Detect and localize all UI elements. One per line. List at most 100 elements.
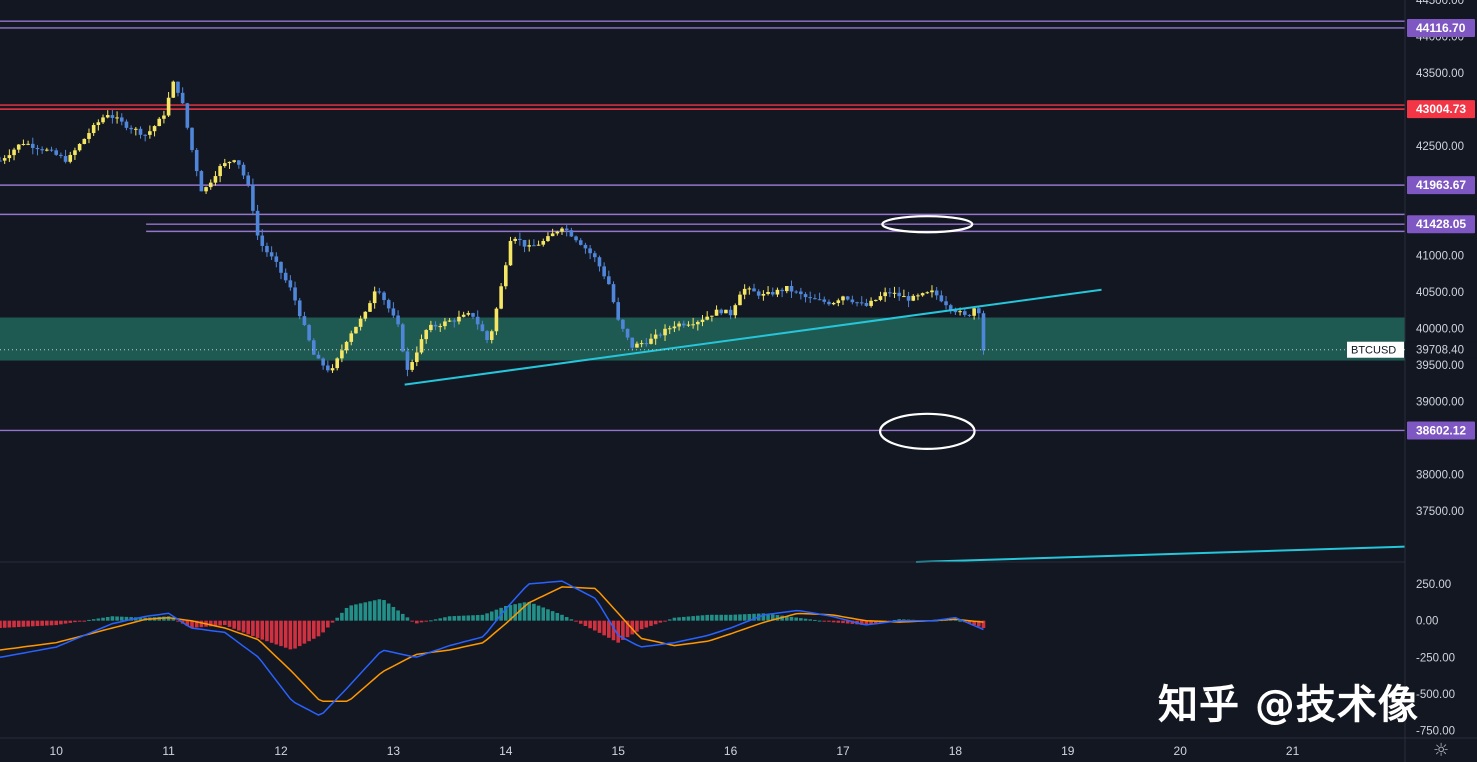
macd-histogram-bar [518, 603, 522, 621]
macd-histogram-bar [349, 605, 354, 621]
ellipse-1[interactable] [878, 412, 976, 450]
candle-body [621, 319, 625, 329]
price-tick: 38000.00 [1416, 469, 1464, 481]
candle-body [738, 294, 742, 306]
candle-body [204, 187, 208, 192]
macd-histogram-bar [283, 620, 288, 648]
candle-body [822, 299, 827, 302]
macd-histogram-bar [45, 620, 49, 626]
candle-body [705, 316, 709, 320]
candle-body [307, 325, 311, 341]
macd-histogram-bar [274, 620, 279, 645]
time-tick: 10 [50, 744, 64, 758]
macd-histogram-bar [410, 620, 414, 622]
macd-histogram-bar [223, 620, 227, 626]
candle-body [143, 134, 147, 136]
macd-histogram-bar [550, 611, 555, 621]
level-label-bg [1407, 215, 1475, 234]
macd-histogram-bar [227, 620, 232, 627]
macd-histogram-bar [87, 619, 91, 621]
macd-histogram-bar [311, 620, 316, 639]
candle-body [733, 305, 738, 316]
macd-histogram-bar [96, 618, 101, 621]
price-tick: 44500.00 [1416, 0, 1464, 7]
macd-histogram-bar [869, 620, 873, 625]
candle-body [68, 154, 73, 162]
candle-body [953, 309, 958, 313]
candle-body [550, 233, 555, 237]
symbol-label: BTCUSD [1351, 345, 1396, 357]
candle-body [578, 240, 583, 245]
macd-histogram-bar [958, 620, 962, 622]
macd-histogram-bar [354, 604, 358, 621]
time-tick: 12 [274, 744, 288, 758]
candle-body [902, 296, 906, 298]
macd-histogram-bar [340, 612, 344, 621]
candle-body [494, 308, 499, 332]
candle-body [119, 117, 124, 122]
macd-histogram-bar [583, 620, 588, 627]
trendline-1[interactable] [916, 545, 1406, 563]
macd-histogram-bar [49, 620, 54, 626]
candle-body [297, 300, 302, 317]
candle-body [780, 289, 784, 292]
macd-histogram-bar [546, 609, 550, 621]
price-axis-bg [1405, 0, 1477, 762]
macd-histogram-bar [817, 620, 822, 622]
ellipse-0[interactable] [881, 215, 974, 234]
candle-body [508, 240, 513, 266]
candle-body [405, 351, 410, 370]
candle-body [391, 308, 396, 316]
candle-body [948, 305, 953, 310]
macd-histogram-bar [433, 619, 438, 621]
macd-histogram-bar [822, 620, 827, 622]
candle-body [658, 334, 663, 336]
candle-body [396, 315, 400, 325]
candle-body [504, 265, 508, 287]
candle-body [63, 155, 68, 162]
candle-body [906, 296, 911, 301]
candle-body [569, 230, 574, 237]
macd-histogram-bar [724, 614, 728, 621]
candle-body [747, 288, 752, 290]
candle-body [635, 343, 639, 348]
macd-histogram-bar [326, 620, 330, 628]
candle-body [836, 300, 841, 303]
time-tick: 20 [1174, 744, 1188, 758]
macd-histogram-bar [185, 620, 190, 627]
macd-histogram-bar [82, 620, 87, 622]
candle-body [649, 338, 653, 344]
candle-body [958, 311, 962, 313]
macd-tick: -500.00 [1416, 689, 1455, 701]
candle-body [555, 231, 560, 234]
candle-body [518, 238, 522, 240]
candle-body [358, 318, 363, 327]
macd-histogram-bar [555, 612, 560, 621]
candle-body [82, 138, 87, 144]
macd-tick: -250.00 [1416, 652, 1455, 664]
candle-body [789, 285, 794, 292]
macd-histogram-bar [859, 620, 864, 625]
macd-histogram-bar [213, 620, 218, 626]
candle-body [972, 308, 976, 316]
macd-histogram-bar [616, 620, 620, 643]
macd-histogram-bar [246, 620, 251, 635]
candle-body [30, 143, 35, 148]
candle-body [134, 128, 138, 130]
candle-body [110, 115, 115, 118]
candle-body [667, 328, 672, 330]
macd-histogram-bar [218, 620, 222, 626]
trendline-0[interactable] [404, 288, 1102, 386]
candle-body [354, 326, 358, 334]
macd-histogram-bar [16, 620, 21, 628]
candle-body [433, 324, 438, 327]
macd-histogram-bar [260, 620, 265, 640]
candle-body [49, 149, 54, 151]
gear-icon[interactable]: ☼ [1433, 740, 1450, 761]
candle-body [981, 313, 986, 351]
macd-histogram-bar [232, 620, 236, 629]
candle-body [934, 290, 939, 296]
candle-body [841, 296, 845, 301]
candle-body [607, 276, 611, 285]
